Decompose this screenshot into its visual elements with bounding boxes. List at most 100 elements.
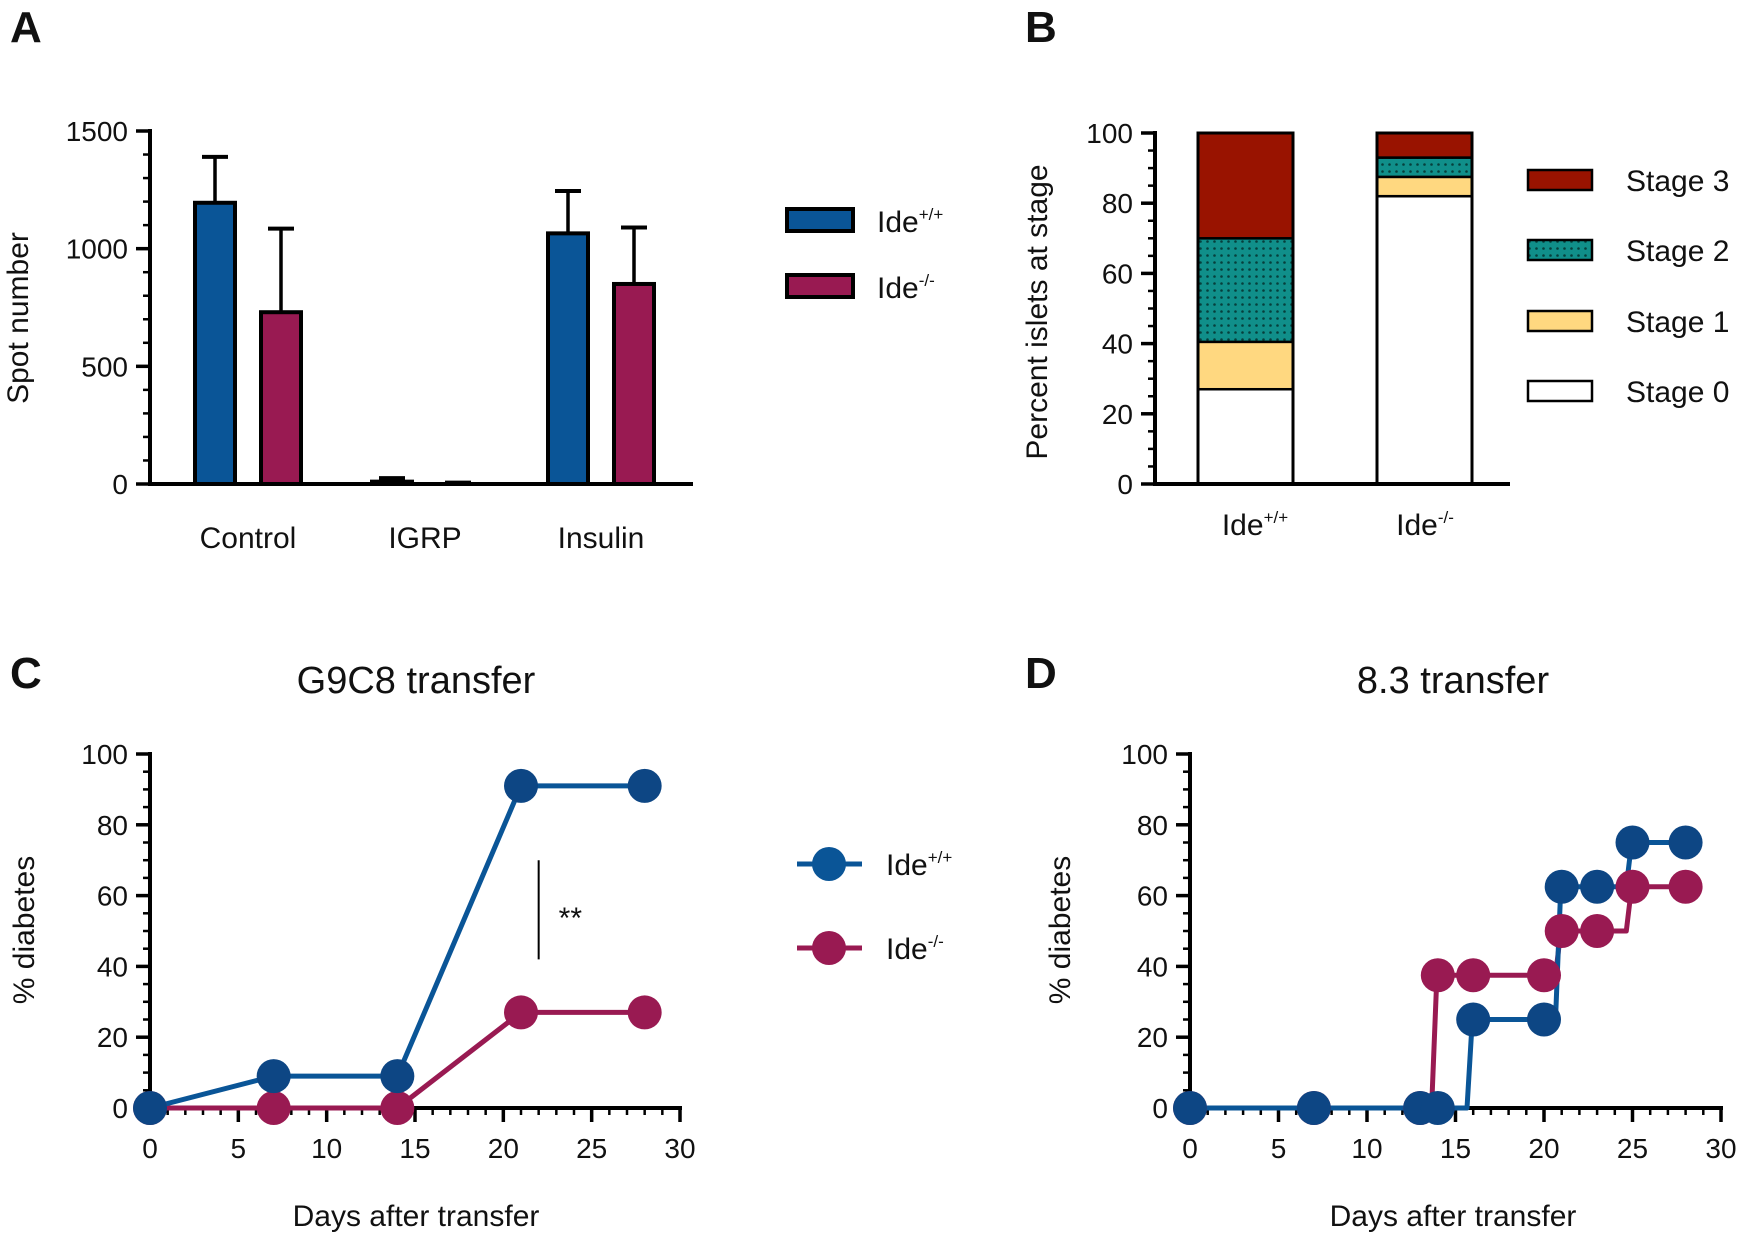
panel-b-category-labels: Ide+/+ Ide-/- <box>1222 508 1454 542</box>
panel-c-point-ko <box>504 995 538 1030</box>
bar-wt-control <box>193 200 237 486</box>
panel-c-point-wt <box>256 1059 291 1094</box>
panel-d-xlabel: Days after transfer <box>1330 1200 1577 1233</box>
panel-d-x-tick-label: 0 <box>1182 1133 1198 1164</box>
legend-label-stage-3: Stage 3 <box>1626 165 1729 198</box>
legend-label-stage-2: Stage 2 <box>1626 235 1729 268</box>
panel-c-point-wt <box>380 1059 415 1094</box>
legend-label-ko: Ide-/- <box>877 271 935 305</box>
panel-c-x-tick-label: 25 <box>576 1133 607 1164</box>
bar-ko-insulin <box>612 281 656 487</box>
panel-b-ylabel: Percent islets at stage <box>1021 164 1054 459</box>
legend-label-stage-0: Stage 0 <box>1626 376 1729 409</box>
panel-d-step-line-chart: 8.3 transfer Days after transfer % diabe… <box>1044 660 1737 1233</box>
panel-d-x-tick-label: 20 <box>1528 1133 1559 1164</box>
panel-b-label: B <box>1025 3 1057 52</box>
stacked-segment-ko-stage-1 <box>1375 175 1474 198</box>
panel-d-point-ko <box>1527 958 1561 993</box>
panel-d-point-wt <box>1420 1091 1455 1125</box>
panel-d-point-wt <box>1296 1091 1331 1125</box>
panel-a-y-tick-label: 0 <box>112 469 128 500</box>
panel-c-ylabel: % diabetes <box>8 856 41 1004</box>
stacked-segment-wt-stage-1 <box>1196 340 1295 391</box>
panel-b-y-tick-label: 20 <box>1102 399 1133 430</box>
stacked-segment-ko-stage-0 <box>1375 194 1474 486</box>
panel-c-point-wt <box>504 768 538 803</box>
panel-b-y-tick-label: 100 <box>1086 118 1133 149</box>
panel-d-y-tick-label: 80 <box>1137 810 1168 841</box>
panel-a-y-tick-label: 1000 <box>66 234 128 265</box>
panel-d-point-ko <box>1456 958 1491 993</box>
panel-c-y-tick-label: 0 <box>112 1093 128 1124</box>
panel-d-y-tick-label: 100 <box>1121 739 1168 770</box>
legend-swatch-wt <box>785 207 855 233</box>
panel-d-point-wt <box>1544 869 1579 904</box>
panel-a-label: A <box>10 3 42 52</box>
panel-d-point-ko <box>1580 914 1615 948</box>
panel-d-x-tick-label: 30 <box>1705 1133 1736 1164</box>
panel-a-ylabel: Spot number <box>2 232 35 404</box>
panel-d-point-ko <box>1544 914 1579 948</box>
panel-d-point-wt <box>1173 1091 1207 1125</box>
panel-c-y-tick-label: 60 <box>97 881 128 912</box>
panel-b-category-wt: Ide+/+ <box>1222 508 1288 542</box>
panel-a-y-tick-label: 1500 <box>66 116 128 147</box>
legend-marker-ko <box>812 931 846 965</box>
panel-d-x-tick-label: 10 <box>1351 1133 1382 1164</box>
panel-d-point-wt <box>1527 1002 1561 1037</box>
panel-d-point-ko <box>1615 869 1650 904</box>
panel-d-x-tick-label: 5 <box>1271 1133 1287 1164</box>
panel-b-y-tick-label: 40 <box>1102 329 1133 360</box>
panel-c-x-tick-label: 20 <box>488 1133 519 1164</box>
stacked-segment-ko-stage-2 <box>1375 156 1474 179</box>
panel-d-y-tick-label: 0 <box>1152 1093 1168 1124</box>
panel-c-point-ko <box>256 1091 291 1125</box>
stacked-segment-wt-stage-0 <box>1196 387 1295 486</box>
panel-c-y-tick-label: 40 <box>97 951 128 982</box>
panel-c-xlabel: Days after transfer <box>293 1200 540 1233</box>
stacked-segment-wt-stage-3 <box>1196 131 1295 240</box>
panel-c-line-chart: G9C8 transfer Days after transfer % diab… <box>8 660 952 1233</box>
panel-c-x-tick-label: 5 <box>231 1133 247 1164</box>
stacked-segment-ko-stage-3 <box>1375 131 1474 159</box>
panel-c-point-ko <box>380 1091 415 1125</box>
panel-d-point-wt <box>1668 825 1703 860</box>
legend-swatch-stage-1 <box>1526 309 1594 333</box>
panel-c-point-ko <box>627 995 662 1030</box>
legend-swatch-stage-0 <box>1526 379 1594 403</box>
legend-label-c-wt: Ide+/+ <box>886 848 952 882</box>
panel-c-x-tick-label: 10 <box>311 1133 342 1164</box>
panel-d-point-ko <box>1420 958 1455 993</box>
panel-a-category-label: Control <box>200 522 297 555</box>
panel-b-stacked-bar-chart: Percent islets at stage Ide+/+ Ide-/- 0 2… <box>1021 118 1729 542</box>
panel-c-point-wt <box>133 1091 167 1125</box>
significance-marker: ** <box>559 902 583 935</box>
legend-swatch-stage-3 <box>1526 168 1594 192</box>
panel-c-x-tick-label: 15 <box>399 1133 430 1164</box>
legend-label-c-ko: Ide-/- <box>886 932 944 966</box>
panel-c-y-tick-label: 20 <box>97 1022 128 1053</box>
panel-d-x-tick-label: 25 <box>1617 1133 1648 1164</box>
panel-a-category-label: Insulin <box>558 522 645 555</box>
panel-d-y-tick-label: 20 <box>1137 1022 1168 1053</box>
legend-swatch-ko <box>785 273 855 299</box>
legend-marker-wt <box>812 847 846 881</box>
bar-ko-control <box>259 310 303 486</box>
panel-c-title: G9C8 transfer <box>297 660 536 702</box>
panel-d-point-wt <box>1580 869 1615 904</box>
panel-d-ylabel: % diabetes <box>1044 856 1077 1004</box>
panel-b-y-tick-label: 80 <box>1102 188 1133 219</box>
panel-d-point-ko <box>1668 869 1703 904</box>
stacked-segment-wt-stage-2 <box>1196 237 1295 344</box>
panel-c-y-tick-label: 100 <box>81 739 128 770</box>
legend-label-stage-1: Stage 1 <box>1626 306 1729 339</box>
panel-d-series-line-ko <box>1190 884 1686 1111</box>
panel-d-point-wt <box>1456 1002 1491 1037</box>
panel-a-category-label: IGRP <box>388 522 461 555</box>
panel-b-y-tick-label: 0 <box>1117 469 1133 500</box>
legend-swatch-stage-2 <box>1526 238 1594 262</box>
panel-d-title: 8.3 transfer <box>1357 660 1550 702</box>
panel-c-y-tick-label: 80 <box>97 810 128 841</box>
panel-b-y-tick-label: 60 <box>1102 258 1133 289</box>
